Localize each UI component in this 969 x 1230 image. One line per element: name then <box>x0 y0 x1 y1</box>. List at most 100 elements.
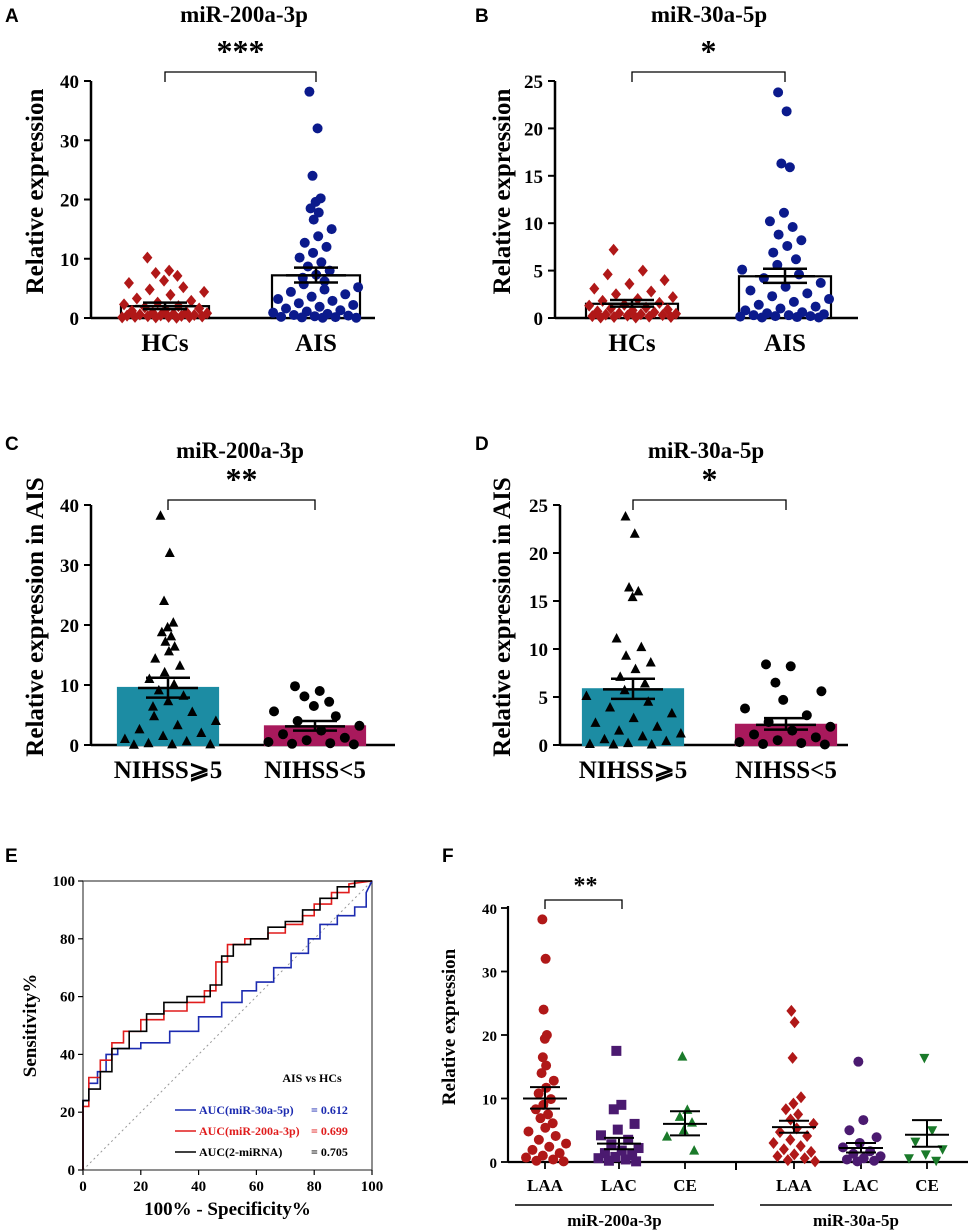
panel-b-group-1-point-31 <box>748 310 759 321</box>
panel-d-group-0-point-19 <box>652 721 663 731</box>
panel-c-title: miR-200a-3p <box>176 438 304 463</box>
panel-c-y-tick-label-4: 40 <box>60 496 79 517</box>
panel-c-group-0-point-17 <box>163 695 174 706</box>
panel-f-group-5-point-5 <box>903 1154 914 1164</box>
panel-c-group-0-label: NIHSS⩾5 <box>114 757 222 784</box>
panel-e-legend-auc-0: = 0.612 <box>311 1103 348 1117</box>
panel-b-group-0-point-1 <box>637 264 648 277</box>
panel-b-significance-stars: * <box>701 33 717 69</box>
panel-f-group-3-point-15 <box>778 1143 789 1156</box>
panel-d-group-1-point-13 <box>734 737 745 748</box>
panel-d-group-0-point-23 <box>599 733 610 744</box>
panel-d-group-0-point-25 <box>623 737 634 748</box>
panel-f-group-5-point-4 <box>920 1150 931 1160</box>
panel-f-group-0-point-28 <box>531 1155 542 1166</box>
panel-b-group-1-point-19 <box>802 288 813 299</box>
panel-b-group-1-point-36 <box>756 312 767 323</box>
panel-f-group-2-point-6 <box>689 1145 700 1155</box>
panel-f-group-0-label: LAA <box>527 1176 564 1195</box>
panel-a-group-1-point-28 <box>293 298 304 309</box>
panel-b-group-1-point-37 <box>813 312 824 323</box>
panel-f-group-1-point-14 <box>620 1154 631 1165</box>
panel-c-group-0-point-1 <box>164 547 175 557</box>
panel-c-group-0-point-23 <box>134 723 145 734</box>
panel-c-significance-stars: ** <box>226 461 258 497</box>
panel-f-y-tick-label-2: 20 <box>482 1029 497 1045</box>
panel-c-group-0-point-15 <box>153 684 164 695</box>
panel-c-group-0-point-29 <box>205 738 216 749</box>
panel-e-x-tick-label-3: 60 <box>249 1179 264 1195</box>
panel-d-group-1-point-15 <box>758 739 769 750</box>
panel-b-group-1-label: AIS <box>764 330 806 357</box>
panel-a-group-0-point-32 <box>184 311 195 324</box>
panel-f-group-3-point-13 <box>768 1136 779 1149</box>
panel-f-group-0-point-8 <box>548 1075 559 1086</box>
panel-d: miR-30a-5p 0 5 10 15 20 25 Relative expression … <box>489 438 848 784</box>
panel-e-frame <box>82 880 373 1171</box>
panel-a-group-0-point-11 <box>186 294 197 307</box>
panel-b-group-0-point-7 <box>611 288 622 301</box>
panel-d-group-1-point-16 <box>819 739 830 750</box>
panel-d-y-tick-label-2: 10 <box>529 640 548 661</box>
panel-c-group-0-point-14 <box>169 678 180 689</box>
panel-f-group-3-point-17 <box>789 1148 800 1161</box>
panel-d-group-0-point-4 <box>627 591 638 602</box>
panel-b-group-1-point-3 <box>784 162 795 173</box>
panel-a-group-1-point-25 <box>306 291 317 302</box>
panel-d-significance-stars: * <box>702 461 718 497</box>
panel-a-group-0-point-5 <box>123 277 134 290</box>
panel-b-group-1 <box>735 87 835 323</box>
panel-d-group-0 <box>581 511 686 749</box>
panel-f-group-1-label: LAC <box>601 1176 637 1195</box>
panel-c-group-1-point-8 <box>354 720 365 731</box>
panel-d-group-0-point-11 <box>639 678 650 688</box>
panel-c-group-0-point-7 <box>160 636 171 646</box>
panel-c-group-0-point-26 <box>119 733 130 743</box>
panel-b-group-1-point-6 <box>787 221 798 232</box>
panel-a-group-0-point-6 <box>178 281 189 294</box>
panel-d-y-tick-label-4: 20 <box>529 544 548 565</box>
panel-c-group-1 <box>263 681 367 750</box>
panel-b-group-1-point-32 <box>805 311 816 322</box>
panel-d-group-0-point-18 <box>590 717 601 727</box>
panel-c-group-0-point-28 <box>143 737 154 748</box>
panel-e-legend-name-2: AUC(2-miRNA) <box>199 1145 282 1159</box>
panel-d-group-0-point-2 <box>624 582 635 592</box>
panel-a-group-1-point-26 <box>273 294 284 305</box>
panel-a-group-0-point-4 <box>159 274 170 287</box>
panel-a-group-1-point-12 <box>308 247 319 258</box>
panel-a-group-1 <box>268 86 364 323</box>
panel-b-y-tick-label-4: 20 <box>524 119 543 140</box>
panel-d-group-1 <box>734 659 838 750</box>
panel-c-group-0-point-10 <box>150 653 161 663</box>
panel-e-y-tick-label-2: 40 <box>60 1047 75 1063</box>
panel-f-group-1-point-1 <box>616 1099 627 1110</box>
panel-f-group-0-point-20 <box>533 1134 544 1145</box>
panel-a-y-tick-label-2: 20 <box>60 191 79 212</box>
panel-a-group-0-point-8 <box>199 285 210 298</box>
panel-f-group-2-point-5 <box>661 1131 672 1141</box>
panel-f-group-1-point-12 <box>610 1151 621 1162</box>
panel-a-group-0-point-2 <box>150 266 161 279</box>
panel-b-group-1-point-9 <box>782 240 793 251</box>
panel-f-group-4-point-1 <box>858 1115 869 1126</box>
panel-b-group-1-point-5 <box>764 216 775 227</box>
panel-c-group-0-point-31 <box>128 739 139 749</box>
panel-b-group-0-point-0 <box>608 243 619 256</box>
panel-a-group-1-point-20 <box>298 279 309 290</box>
panel-d-group-0-point-15 <box>605 702 616 712</box>
panel-b-group-1-point-2 <box>776 158 787 169</box>
panel-e-y-tick-label-5: 100 <box>53 874 76 890</box>
panel-f-group-0-point-23 <box>527 1144 538 1155</box>
panel-b-group-1-point-17 <box>780 281 791 292</box>
panel-f-group-4-point-2 <box>844 1125 855 1136</box>
panel-a-group-1-point-40 <box>330 312 341 323</box>
panel-b-group-1-point-35 <box>792 312 803 323</box>
panel-b: miR-30a-5p 0 5 10 15 20 25 Relative expression H… <box>489 2 858 357</box>
panel-d-group-0-label: NIHSS⩾5 <box>579 757 687 784</box>
panel-b-group-1-point-24 <box>810 301 821 312</box>
panel-d-y-tick-label-3: 15 <box>529 592 548 613</box>
panel-b-y-tick-label-2: 10 <box>524 214 543 235</box>
panel-a-group-1-point-13 <box>294 252 305 263</box>
